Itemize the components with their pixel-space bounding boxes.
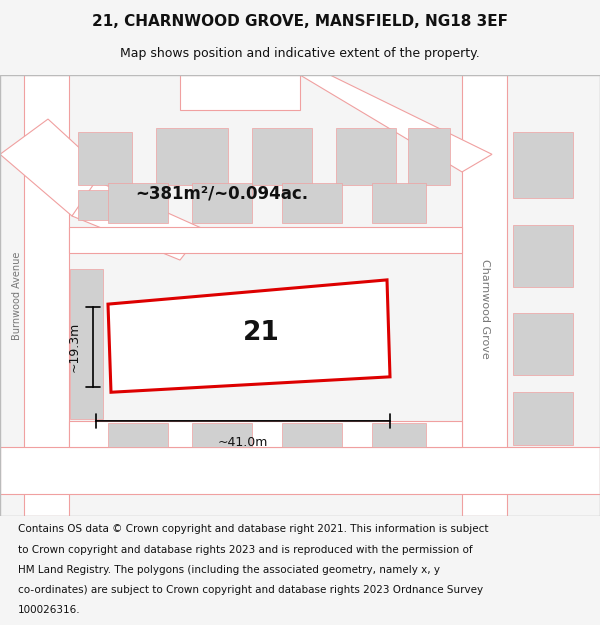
Bar: [513, 225, 573, 286]
Bar: [192, 183, 252, 222]
Text: ~41.0m: ~41.0m: [218, 436, 268, 449]
Text: Contains OS data © Crown copyright and database right 2021. This information is : Contains OS data © Crown copyright and d…: [18, 524, 488, 534]
Bar: [108, 183, 168, 222]
Text: Burnwood Avenue: Burnwood Avenue: [12, 251, 22, 339]
Bar: [372, 183, 426, 222]
Bar: [513, 313, 573, 374]
Text: ~381m²/~0.094ac.: ~381m²/~0.094ac.: [136, 185, 308, 203]
Text: 100026316.: 100026316.: [18, 605, 80, 615]
Text: 21: 21: [242, 320, 280, 346]
Polygon shape: [462, 75, 507, 516]
Bar: [336, 128, 396, 185]
Bar: [282, 423, 342, 448]
Bar: [252, 128, 312, 185]
Text: co-ordinates) are subject to Crown copyright and database rights 2023 Ordnance S: co-ordinates) are subject to Crown copyr…: [18, 585, 483, 595]
Polygon shape: [300, 75, 492, 172]
Bar: [78, 132, 132, 185]
Polygon shape: [69, 227, 462, 254]
Polygon shape: [24, 75, 69, 516]
Polygon shape: [108, 280, 390, 392]
Bar: [192, 423, 252, 448]
Bar: [78, 189, 132, 221]
Text: to Crown copyright and database rights 2023 and is reproduced with the permissio: to Crown copyright and database rights 2…: [18, 544, 473, 554]
Polygon shape: [69, 421, 462, 447]
Bar: [70, 269, 103, 419]
Bar: [108, 423, 168, 448]
Bar: [408, 128, 450, 185]
Bar: [513, 132, 573, 198]
Polygon shape: [72, 181, 204, 260]
Bar: [513, 392, 573, 445]
Text: Map shows position and indicative extent of the property.: Map shows position and indicative extent…: [120, 48, 480, 61]
Bar: [372, 423, 426, 448]
Bar: [282, 183, 342, 222]
Polygon shape: [0, 448, 600, 494]
Polygon shape: [180, 75, 300, 110]
Text: HM Land Registry. The polygons (including the associated geometry, namely x, y: HM Land Registry. The polygons (includin…: [18, 565, 440, 575]
Text: Charnwood Grove: Charnwood Grove: [480, 259, 490, 358]
Bar: [156, 128, 228, 185]
Polygon shape: [0, 119, 120, 216]
Text: ~19.3m: ~19.3m: [68, 322, 81, 372]
Text: 21, CHARNWOOD GROVE, MANSFIELD, NG18 3EF: 21, CHARNWOOD GROVE, MANSFIELD, NG18 3EF: [92, 14, 508, 29]
